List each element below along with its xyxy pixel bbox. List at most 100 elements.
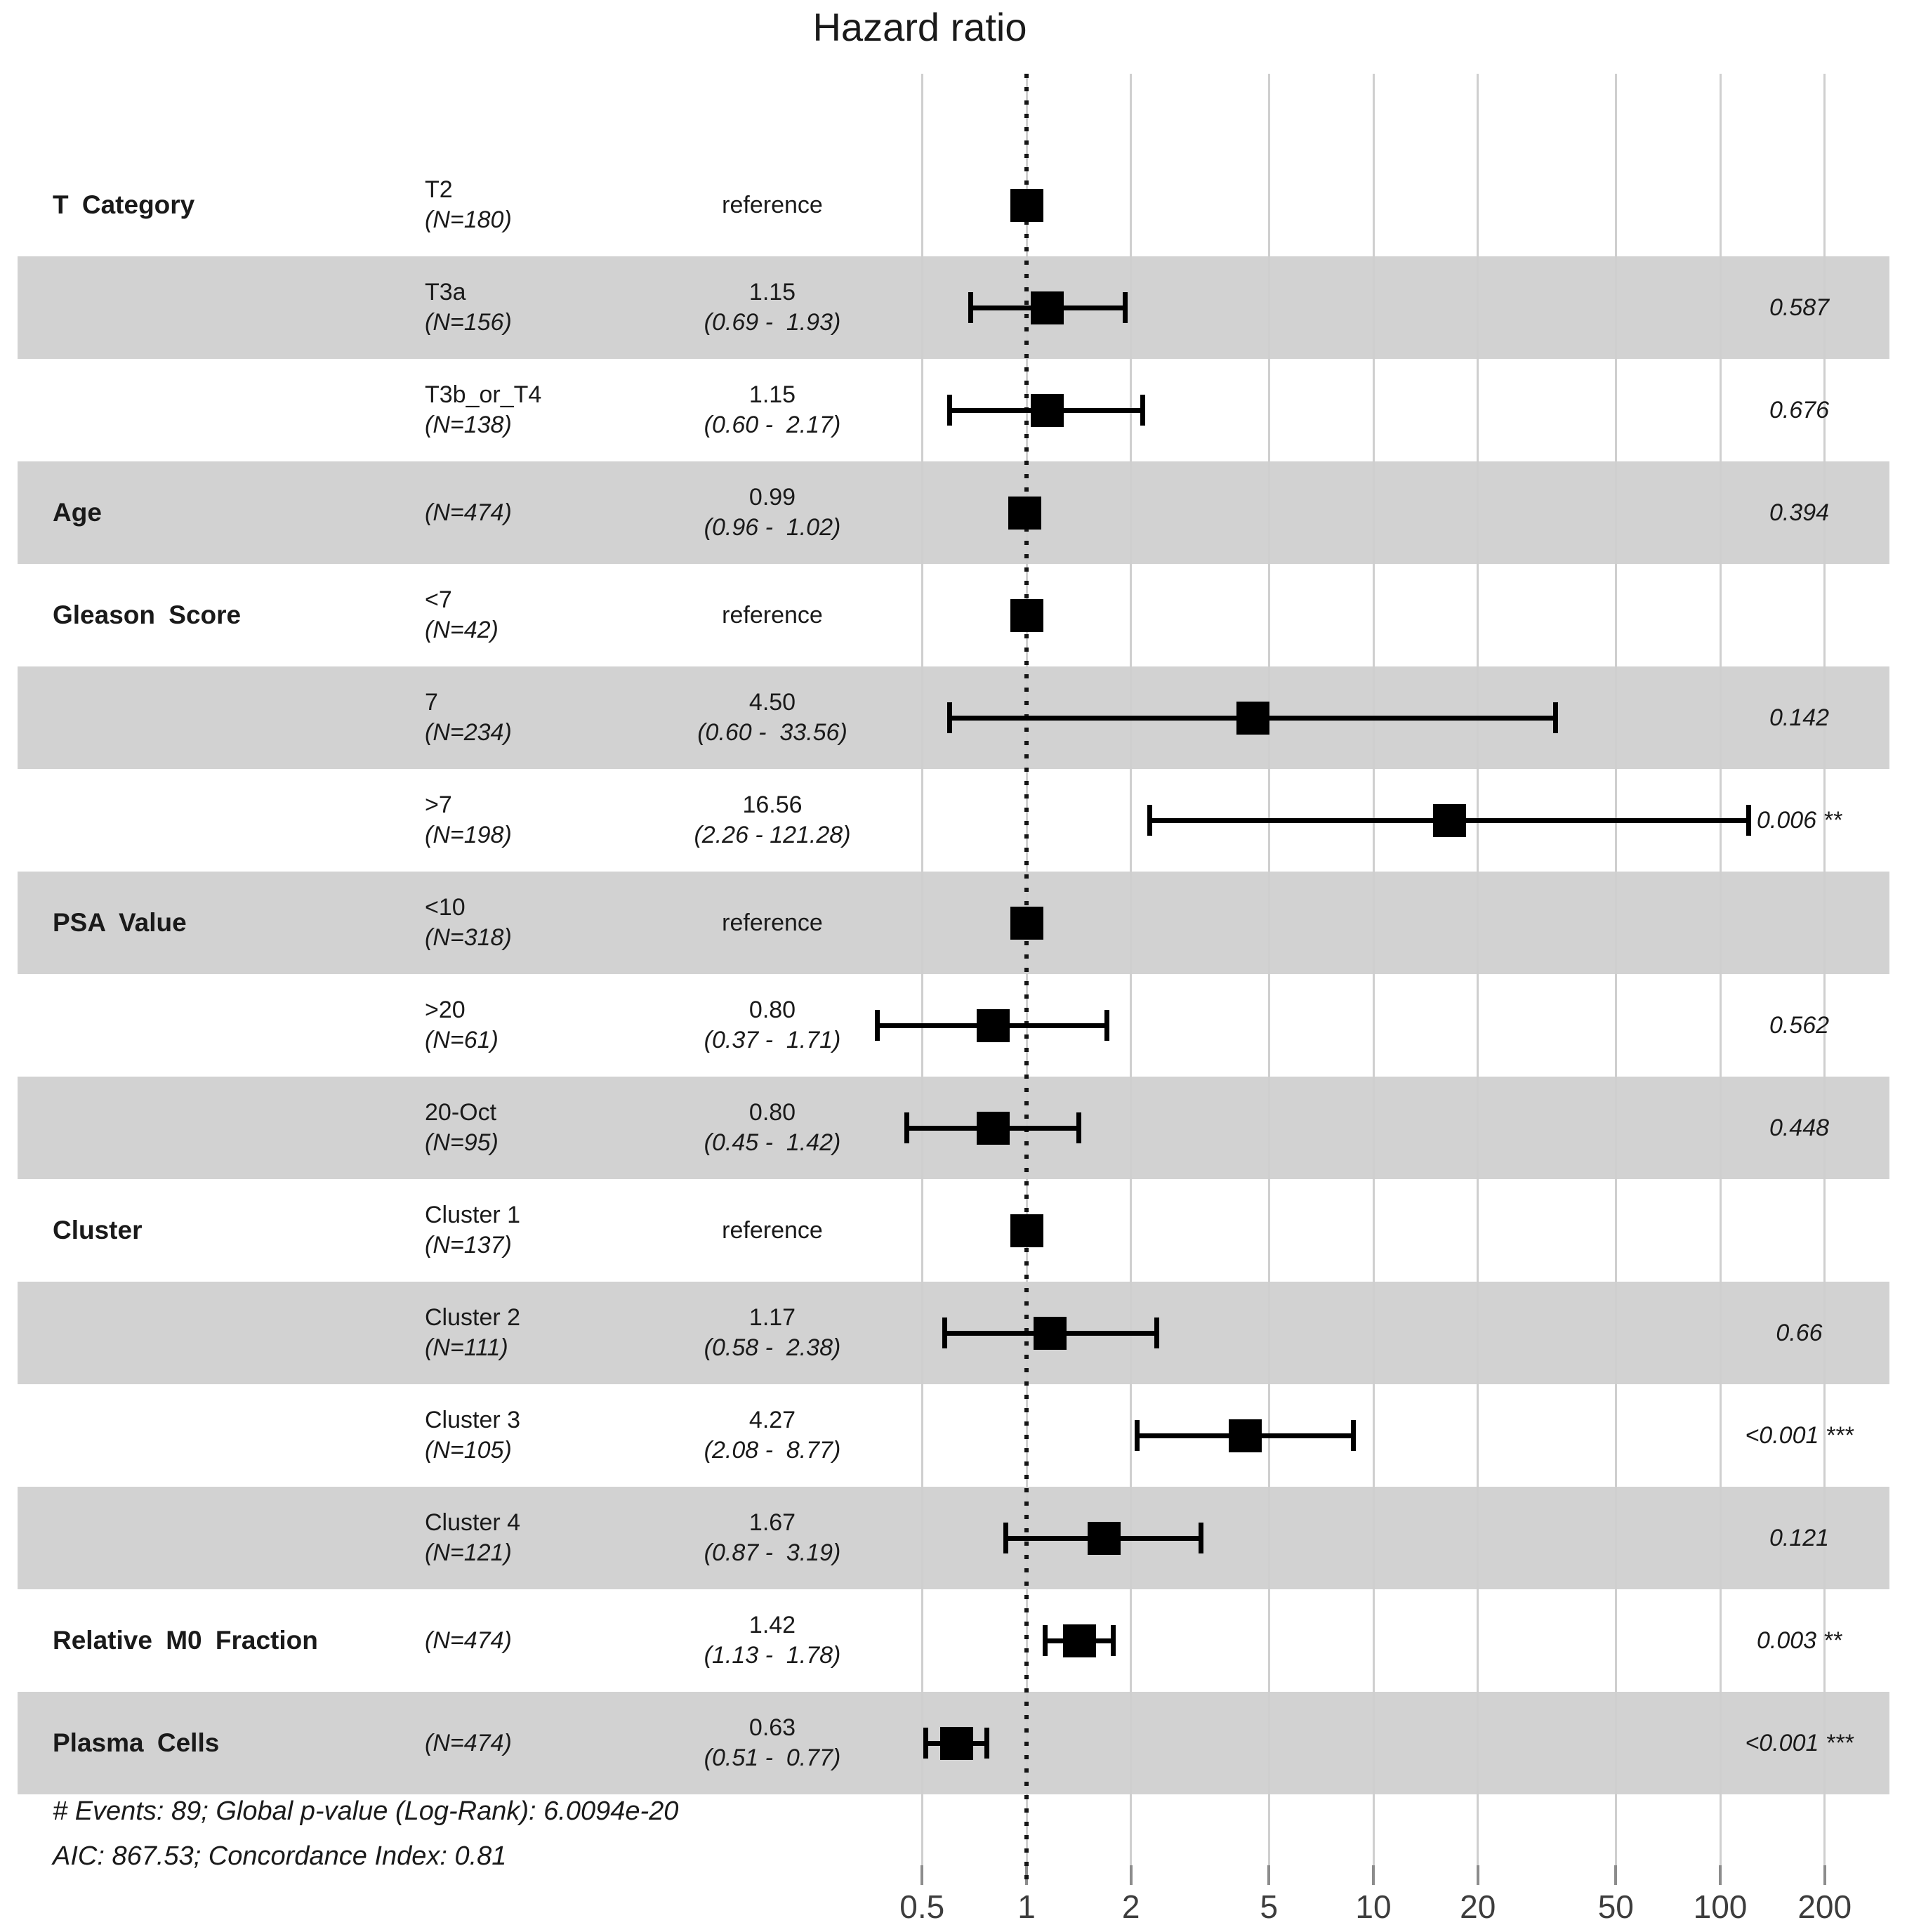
p-value-text: 0.562 — [1769, 1011, 1830, 1039]
level-cell: T3a (N=156) — [425, 256, 512, 359]
hr-marker — [1010, 599, 1043, 632]
ci-cap-right — [1140, 395, 1146, 426]
axis-tick-label: 1 — [1017, 1888, 1036, 1925]
n-count: (N=105) — [425, 1437, 512, 1464]
n-count: (N=318) — [425, 924, 512, 951]
level-cell: T3b_or_T4 (N=138) — [425, 359, 541, 461]
ci-cap-left — [942, 1317, 948, 1348]
estimate-value: reference — [722, 191, 823, 218]
p-value-cell: <0.001 *** — [1678, 1384, 1907, 1487]
ci-range: (0.69 - 1.93) — [704, 309, 841, 336]
estimate-value: 0.63 — [748, 1714, 796, 1741]
p-value-cell: 0.66 — [1678, 1282, 1907, 1384]
level-cell: (N=474) — [425, 1692, 512, 1794]
level-cell: 7 (N=234) — [425, 666, 512, 769]
grid-line — [1477, 74, 1479, 1879]
p-value-cell: 0.394 — [1678, 461, 1907, 564]
level-cell: >20 (N=61) — [425, 974, 499, 1077]
p-value-cell: 0.003 ** — [1678, 1589, 1907, 1692]
estimate-cell: 0.63 (0.51 - 0.77) — [590, 1692, 955, 1794]
ci-cap-left — [947, 395, 953, 426]
group-label-text: Gleason Score — [53, 600, 242, 629]
row-band — [18, 872, 1889, 974]
n-count: (N=121) — [425, 1539, 512, 1566]
level-name: Cluster 2 — [425, 1304, 521, 1331]
footnote-events-pvalue: # Events: 89; Global p-value (Log-Rank):… — [53, 1796, 679, 1826]
hr-marker — [1432, 804, 1466, 837]
hr-marker — [1010, 1214, 1043, 1247]
grid-line — [1130, 74, 1133, 1879]
group-label-text: Relative M0 Fraction — [53, 1626, 318, 1655]
axis-tick — [1372, 1865, 1375, 1885]
estimate-value: 0.80 — [748, 997, 796, 1023]
estimate-cell: reference — [590, 154, 955, 256]
axis-tick — [1267, 1865, 1271, 1885]
estimate-cell: 1.17 (0.58 - 2.38) — [590, 1282, 955, 1384]
level-name: Cluster 3 — [425, 1407, 521, 1433]
axis-tick-label: 100 — [1693, 1888, 1748, 1925]
ci-range: (2.08 - 8.77) — [704, 1437, 841, 1464]
hr-marker — [1236, 702, 1270, 735]
ci-range: (0.87 - 3.19) — [704, 1539, 841, 1566]
ci-cap-right — [1746, 805, 1752, 836]
axis-tick — [1129, 1865, 1133, 1885]
group-label: Relative M0 Fraction — [53, 1589, 318, 1692]
ci-cap-left — [1135, 1420, 1140, 1451]
level-cell: Cluster 3 (N=105) — [425, 1384, 520, 1487]
p-value-text: 0.676 — [1769, 396, 1830, 423]
forest-row: 20-Oct (N=95) 0.80 (0.45 - 1.42) 0.448 — [0, 1077, 1907, 1179]
ci-range: (0.60 - 2.17) — [704, 412, 841, 438]
estimate-cell: 1.15 (0.60 - 2.17) — [590, 359, 955, 461]
grid-line — [1823, 74, 1826, 1879]
estimate-value: 1.17 — [748, 1304, 796, 1331]
group-label: Gleason Score — [53, 564, 241, 666]
axis-tick-label: 10 — [1355, 1888, 1392, 1925]
p-value-text: 0.66 — [1776, 1319, 1823, 1346]
ci-cap-left — [1043, 1625, 1048, 1656]
hr-marker — [940, 1727, 974, 1760]
p-value-text: <0.001 *** — [1745, 1421, 1854, 1449]
hr-marker — [1010, 189, 1043, 222]
level-name: T2 — [425, 176, 453, 203]
ci-range: (1.13 - 1.78) — [704, 1642, 841, 1669]
estimate-cell: 4.27 (2.08 - 8.77) — [590, 1384, 955, 1487]
p-value-text: <0.001 *** — [1745, 1729, 1854, 1756]
estimate-value: reference — [722, 909, 823, 936]
estimate-value: reference — [722, 601, 823, 629]
forest-row: T Category T2 (N=180) reference — [0, 154, 1907, 256]
n-count: (N=180) — [425, 206, 512, 233]
axis-tick — [1719, 1865, 1722, 1885]
p-value-text: 0.394 — [1769, 499, 1830, 526]
grid-line — [1719, 74, 1722, 1879]
forest-row: T3b_or_T4 (N=138) 1.15 (0.60 - 2.17) 0.676 — [0, 359, 1907, 461]
level-cell: Cluster 2 (N=111) — [425, 1282, 520, 1384]
axis-tick — [1476, 1865, 1479, 1885]
forest-row: Age (N=474) 0.99 (0.96 - 1.02) 0.394 — [0, 461, 1907, 564]
group-label: Cluster — [53, 1179, 142, 1282]
ci-cap-right — [1110, 1625, 1116, 1656]
p-value-text: 0.006 ** — [1757, 806, 1842, 834]
p-value-cell: 0.562 — [1678, 974, 1907, 1077]
axis-tick-label: 2 — [1121, 1888, 1140, 1925]
level-name: 20-Oct — [425, 1099, 497, 1126]
p-value-cell: 0.121 — [1678, 1487, 1907, 1589]
axis-tick-label: 20 — [1460, 1888, 1496, 1925]
forest-row: Cluster Cluster 1 (N=137) reference — [0, 1179, 1907, 1282]
axis-tick-label: 5 — [1260, 1888, 1279, 1925]
p-value-cell: 0.587 — [1678, 256, 1907, 359]
forest-row: PSA Value <10 (N=318) reference — [0, 872, 1907, 974]
n-count: (N=198) — [425, 822, 512, 848]
level-name: T3b_or_T4 — [425, 381, 542, 408]
ci-cap-right — [1123, 292, 1128, 323]
estimate-cell: 4.50 (0.60 - 33.56) — [590, 666, 955, 769]
estimate-cell: 0.99 (0.96 - 1.02) — [590, 461, 955, 564]
ci-cap-right — [1076, 1112, 1082, 1143]
axis-tick-label: 200 — [1797, 1888, 1852, 1925]
estimate-value: 16.56 — [742, 791, 803, 818]
estimate-cell: 16.56 (2.26 - 121.28) — [590, 769, 955, 872]
n-count: (N=111) — [425, 1334, 508, 1361]
estimate-cell: reference — [590, 564, 955, 666]
p-value-cell: 0.006 ** — [1678, 769, 1907, 872]
ci-cap-left — [874, 1010, 880, 1041]
